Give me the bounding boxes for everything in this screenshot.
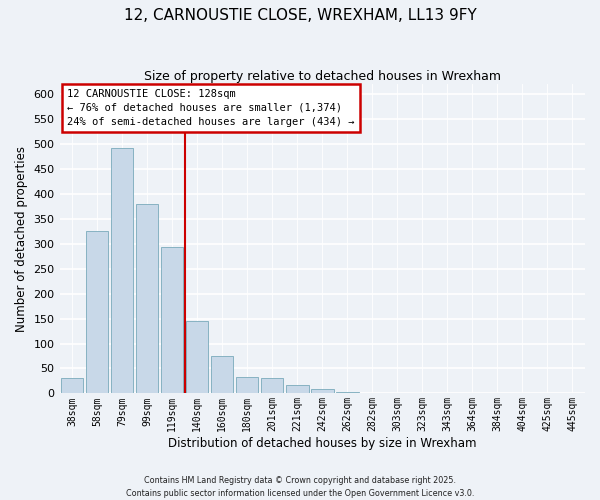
Title: Size of property relative to detached houses in Wrexham: Size of property relative to detached ho… [144,70,501,83]
Bar [111,148,133,394]
Text: 12, CARNOUSTIE CLOSE, WREXHAM, LL13 9FY: 12, CARNOUSTIE CLOSE, WREXHAM, LL13 9FY [124,8,476,22]
Bar [261,378,283,394]
Bar [86,232,109,394]
Bar [286,385,308,394]
Text: 12 CARNOUSTIE CLOSE: 128sqm
← 76% of detached houses are smaller (1,374)
24% of : 12 CARNOUSTIE CLOSE: 128sqm ← 76% of det… [67,89,355,127]
Y-axis label: Number of detached properties: Number of detached properties [15,146,28,332]
Bar [311,390,334,394]
Bar [186,321,208,394]
Bar [211,356,233,394]
X-axis label: Distribution of detached houses by size in Wrexham: Distribution of detached houses by size … [168,437,476,450]
Bar [61,378,83,394]
Bar [336,392,359,394]
Bar [236,378,259,394]
Bar [136,204,158,394]
Text: Contains HM Land Registry data © Crown copyright and database right 2025.
Contai: Contains HM Land Registry data © Crown c… [126,476,474,498]
Bar [161,248,184,394]
